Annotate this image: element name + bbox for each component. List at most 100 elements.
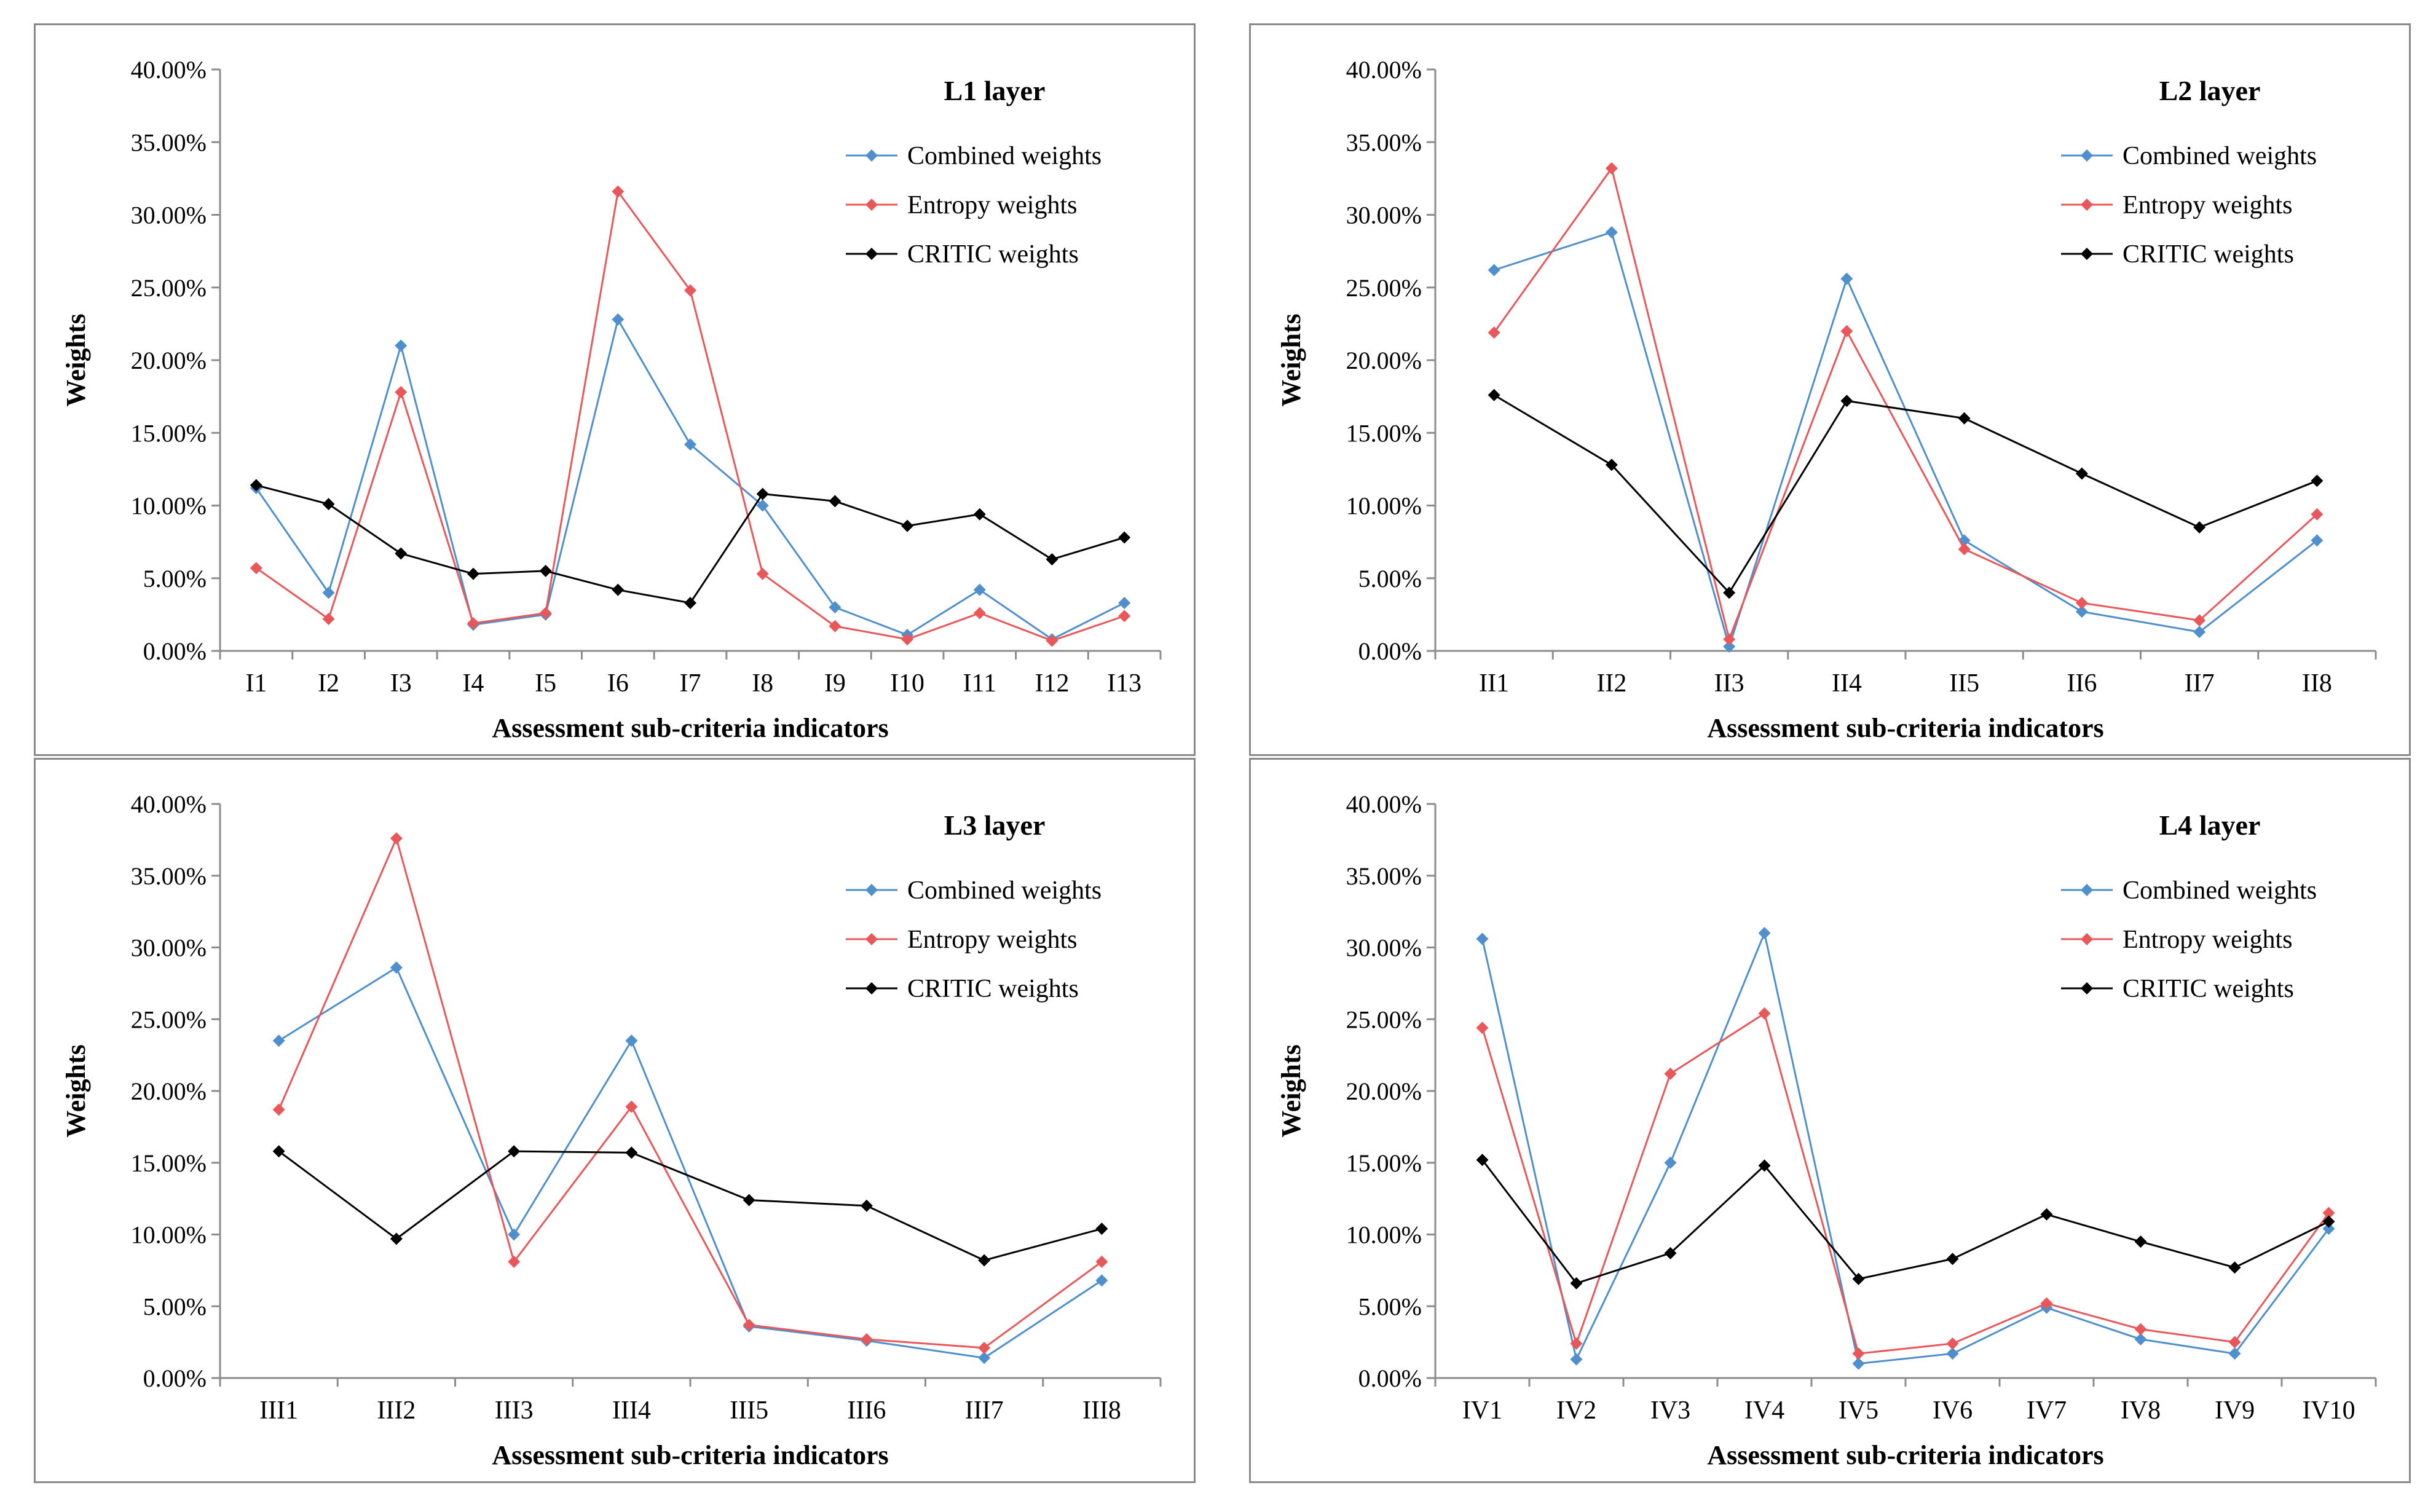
data-point-combined: [1488, 264, 1500, 277]
legend-marker-entropy: [865, 933, 878, 945]
data-point-entropy: [829, 620, 842, 632]
series-line-critic: [278, 1150, 1102, 1262]
series-line-combined: [278, 966, 1103, 1359]
data-point-critic: [973, 508, 986, 521]
y-tick-label: 30.00%: [131, 202, 207, 229]
y-axis-title: Weights: [61, 1044, 91, 1138]
x-tick-label: I13: [1107, 669, 1141, 698]
data-point-critic: [625, 1146, 638, 1159]
data-point-entropy: [2134, 1323, 2147, 1336]
data-point-entropy: [1946, 1337, 1959, 1350]
data-point-combined: [612, 313, 625, 326]
data-point-entropy: [743, 1318, 755, 1331]
data-point-critic: [612, 583, 625, 596]
data-point-critic: [1095, 1223, 1108, 1235]
legend-marker-combined: [865, 149, 878, 162]
y-tick-label: 40.00%: [131, 56, 207, 84]
data-point-combined: [2134, 1333, 2147, 1345]
chart-title: L1 layer: [944, 75, 1046, 106]
x-tick-label: I11: [963, 669, 996, 698]
data-point-critic: [2040, 1208, 2053, 1221]
data-point-critic: [829, 495, 842, 508]
data-point-entropy: [2193, 614, 2206, 627]
chart-title: L3 layer: [944, 809, 1046, 841]
data-point-critic: [1605, 459, 1618, 471]
data-point-combined: [390, 961, 403, 974]
x-tick-label: I10: [890, 669, 924, 698]
data-point-critic: [1840, 395, 1853, 408]
series-line-critic: [1481, 1159, 2330, 1285]
y-tick-label: 25.00%: [131, 274, 207, 302]
data-point-entropy: [1958, 543, 1971, 556]
data-point-combined: [756, 499, 769, 512]
legend-label: Combined weights: [907, 876, 1102, 905]
data-point-critic: [1664, 1246, 1677, 1259]
x-tick-label: II7: [2185, 669, 2215, 698]
series-line-combined: [1481, 930, 2330, 1365]
data-point-entropy: [612, 185, 625, 198]
y-tick-label: 15.00%: [1346, 419, 1422, 447]
x-tick-label: III1: [259, 1396, 298, 1425]
data-point-critic: [508, 1145, 521, 1158]
x-tick-label: II4: [1832, 669, 1862, 698]
data-point-combined: [395, 339, 408, 352]
data-point-combined: [2228, 1347, 2241, 1360]
data-point-entropy: [395, 386, 408, 399]
data-point-combined: [2193, 626, 2206, 639]
x-tick-label: IV1: [1462, 1396, 1502, 1425]
data-point-entropy: [390, 832, 403, 845]
data-point-entropy: [322, 612, 335, 625]
data-point-critic: [684, 596, 696, 609]
data-point-combined: [978, 1352, 991, 1364]
chart-l2-svg: 0.00% 5.00% 10.00% 15.00% 20.00% 25.00% 30.00%…: [1276, 56, 2377, 743]
y-tick-label: 40.00%: [131, 790, 207, 818]
x-tick-label: IV8: [2121, 1396, 2161, 1425]
x-tick-label: I2: [318, 669, 339, 698]
data-point-entropy: [860, 1333, 873, 1345]
data-point-entropy: [978, 1341, 991, 1354]
legend-marker-combined: [2081, 884, 2093, 896]
data-point-entropy: [1605, 162, 1618, 175]
data-point-combined: [684, 438, 696, 451]
x-tick-label: I9: [824, 669, 846, 698]
y-tick-label: 0.00%: [143, 1364, 207, 1392]
x-tick-label: I3: [390, 669, 412, 698]
data-point-combined: [1758, 927, 1771, 940]
x-tick-label: IV5: [1839, 1396, 1878, 1425]
data-point-critic: [1488, 388, 1500, 401]
x-tick-label: I4: [462, 669, 484, 698]
chart-panel-l2: 0.00% 5.00% 10.00% 15.00% 20.00% 25.00% 30.00%…: [1249, 23, 2411, 756]
data-point-combined: [508, 1228, 521, 1241]
x-tick-label: I1: [245, 669, 267, 698]
data-point-entropy: [2228, 1336, 2241, 1349]
data-point-entropy: [539, 607, 552, 620]
x-tick-label: IV7: [2027, 1396, 2067, 1425]
y-axis-title: Weights: [61, 313, 91, 407]
data-point-entropy: [684, 284, 696, 297]
x-tick-label: IV3: [1650, 1396, 1690, 1425]
data-point-critic: [1958, 412, 1971, 425]
x-tick-label: IV10: [2302, 1396, 2355, 1425]
data-point-combined: [1570, 1353, 1583, 1366]
data-point-critic: [901, 519, 914, 532]
y-tick-label: 20.00%: [1346, 1077, 1422, 1105]
x-tick-label: III6: [847, 1396, 886, 1425]
data-point-critic: [1570, 1277, 1583, 1290]
data-point-critic: [250, 479, 262, 492]
series-line-combined: [255, 317, 1125, 640]
y-tick-label: 25.00%: [1346, 274, 1422, 302]
y-tick-label: 30.00%: [1346, 202, 1422, 229]
x-tick-label: I6: [607, 669, 629, 698]
y-tick-label: 5.00%: [1358, 565, 1422, 593]
data-point-entropy: [272, 1103, 285, 1116]
y-tick-label: 20.00%: [131, 1077, 207, 1105]
legend-label: CRITIC weights: [2123, 240, 2294, 269]
data-point-critic: [2193, 521, 2206, 534]
series-line-entropy: [1493, 166, 2318, 643]
x-tick-label: III8: [1082, 1396, 1121, 1425]
data-point-critic: [1118, 531, 1131, 544]
x-tick-label: III7: [965, 1396, 1004, 1425]
chart-panel-l1: 0.00% 5.00% 10.00% 15.00% 20.00% 25.00% 30.00%…: [34, 23, 1196, 756]
data-point-combined: [2322, 1223, 2335, 1235]
series-line-critic: [1493, 394, 2317, 594]
